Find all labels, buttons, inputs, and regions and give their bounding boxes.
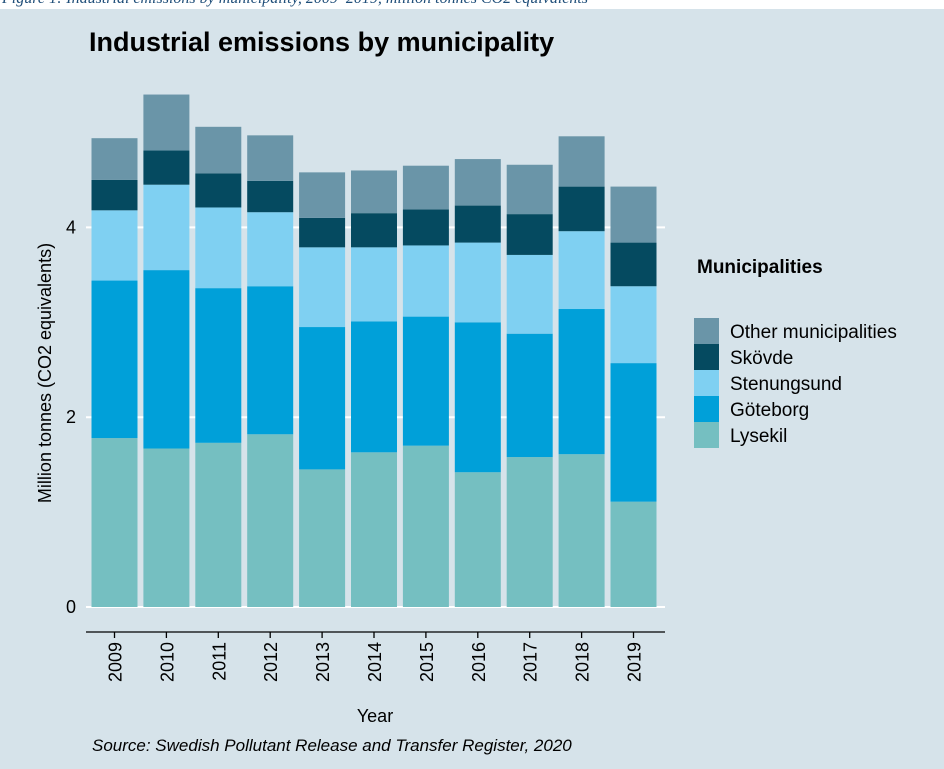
- bar-2012-sk-vde: [247, 180, 294, 213]
- bar-2016-stenungsund: [454, 242, 501, 323]
- legend-swatch-g-teborg: [694, 396, 719, 422]
- legend-label-other-municipalities: Other municipalities: [730, 322, 897, 343]
- x-tick-label-2014: 2014: [365, 642, 385, 682]
- x-tick-label-2019: 2019: [625, 642, 645, 682]
- bar-2009-lysekil: [91, 438, 138, 607]
- bar-2014-other-municipalities: [351, 170, 397, 214]
- bar-2019-stenungsund: [610, 286, 657, 364]
- x-tick-label-2009: 2009: [106, 642, 126, 682]
- legend: Municipalities Other municipalities Skövd…: [694, 257, 897, 448]
- legend-swatch-other-municipalities: [694, 318, 719, 344]
- axes-group: 2009 2010 2011 2012 2013 2014 2015 2016 2017 2018…: [66, 217, 665, 682]
- legend-swatch-stenungsund: [694, 370, 719, 396]
- chart-title: Industrial emissions by municipality: [89, 27, 554, 57]
- chart-panel: Industrial emissions by municipality 200…: [0, 9, 944, 769]
- bar-2013-sk-vde: [299, 217, 346, 248]
- y-tick-label-2: 2: [66, 407, 76, 427]
- bar-2010-other-municipalities: [143, 94, 190, 151]
- bar-2011-other-municipalities: [195, 126, 242, 174]
- bar-2017-lysekil: [506, 457, 553, 607]
- bar-2009-other-municipalities: [91, 138, 138, 180]
- bar-2010-lysekil: [143, 448, 190, 607]
- x-axis-title: Year: [357, 706, 393, 726]
- bar-2015-stenungsund: [402, 245, 449, 317]
- bar-2011-sk-vde: [195, 173, 242, 208]
- y-axis-title: Million tonnes (CO2 equivalents): [35, 243, 55, 503]
- bar-2018-other-municipalities: [558, 136, 605, 187]
- bar-2018-stenungsund: [558, 231, 605, 310]
- bar-2010-sk-vde: [143, 150, 190, 185]
- bar-2014-g-teborg: [351, 321, 397, 453]
- bar-2017-sk-vde: [506, 214, 553, 255]
- legend-label-stenungsund: Stenungsund: [730, 374, 842, 395]
- legend-swatch-lysekil: [694, 422, 719, 448]
- x-tick-label-2011: 2011: [209, 642, 229, 681]
- bar-2009-sk-vde: [91, 179, 138, 211]
- bar-2015-g-teborg: [402, 316, 449, 446]
- bar-2012-g-teborg: [247, 286, 294, 435]
- bar-2016-other-municipalities: [454, 159, 501, 206]
- bars-group: [91, 94, 657, 607]
- bar-2010-stenungsund: [143, 184, 190, 271]
- bar-2018-lysekil: [558, 454, 605, 607]
- legend-title: Municipalities: [697, 257, 823, 278]
- bar-2019-g-teborg: [610, 363, 657, 502]
- y-tick-label-0: 0: [66, 597, 76, 617]
- x-tick-label-2017: 2017: [521, 642, 541, 682]
- x-tick-label-2015: 2015: [417, 642, 437, 682]
- bar-2011-g-teborg: [195, 288, 242, 443]
- figure-caption-strip: Figure 1: Industrial emissions by munici…: [0, 0, 944, 9]
- bar-2015-lysekil: [402, 445, 449, 607]
- bar-2011-lysekil: [195, 442, 242, 607]
- bar-2009-g-teborg: [91, 280, 138, 439]
- bar-2017-other-municipalities: [506, 164, 553, 215]
- bar-2012-lysekil: [247, 434, 294, 607]
- bar-2009-stenungsund: [91, 210, 138, 281]
- x-tick-label-2013: 2013: [313, 642, 333, 682]
- bar-2014-stenungsund: [351, 247, 397, 322]
- bar-2013-stenungsund: [299, 247, 346, 328]
- legend-label-lysekil: Lysekil: [730, 426, 787, 447]
- bar-2012-other-municipalities: [247, 135, 294, 181]
- bar-2015-other-municipalities: [402, 165, 449, 210]
- bar-2018-g-teborg: [558, 309, 605, 455]
- legend-swatch-sk-vde: [694, 344, 719, 370]
- bar-2014-lysekil: [351, 452, 397, 607]
- bar-2019-other-municipalities: [610, 186, 657, 243]
- bar-2019-sk-vde: [610, 242, 657, 287]
- bar-2013-lysekil: [299, 469, 346, 607]
- x-tick-label-2010: 2010: [157, 642, 177, 682]
- bar-2018-sk-vde: [558, 186, 605, 232]
- bar-2019-lysekil: [610, 501, 657, 607]
- x-tick-label-2018: 2018: [573, 642, 593, 682]
- bar-2016-g-teborg: [454, 322, 501, 473]
- bar-2017-g-teborg: [506, 333, 553, 458]
- bar-2017-stenungsund: [506, 254, 553, 334]
- bar-2015-sk-vde: [402, 209, 449, 246]
- bar-2013-g-teborg: [299, 327, 346, 470]
- bar-2014-sk-vde: [351, 213, 397, 248]
- bar-2016-lysekil: [454, 472, 501, 607]
- legend-label-g-teborg: Göteborg: [730, 400, 809, 421]
- figure-caption-text: Figure 1: Industrial emissions by munici…: [2, 0, 588, 8]
- x-tick-label-2012: 2012: [261, 642, 281, 682]
- x-tick-label-2016: 2016: [469, 642, 489, 682]
- y-tick-label-4: 4: [66, 217, 76, 237]
- bar-2012-stenungsund: [247, 212, 294, 287]
- source-note: Source: Swedish Pollutant Release and Tr…: [92, 736, 572, 755]
- stacked-bar-chart: Industrial emissions by municipality 200…: [35, 27, 897, 755]
- bar-2011-stenungsund: [195, 207, 242, 289]
- bar-2013-other-municipalities: [299, 172, 346, 218]
- bar-2010-g-teborg: [143, 270, 190, 449]
- legend-label-sk-vde: Skövde: [730, 348, 793, 369]
- bar-2016-sk-vde: [454, 205, 501, 243]
